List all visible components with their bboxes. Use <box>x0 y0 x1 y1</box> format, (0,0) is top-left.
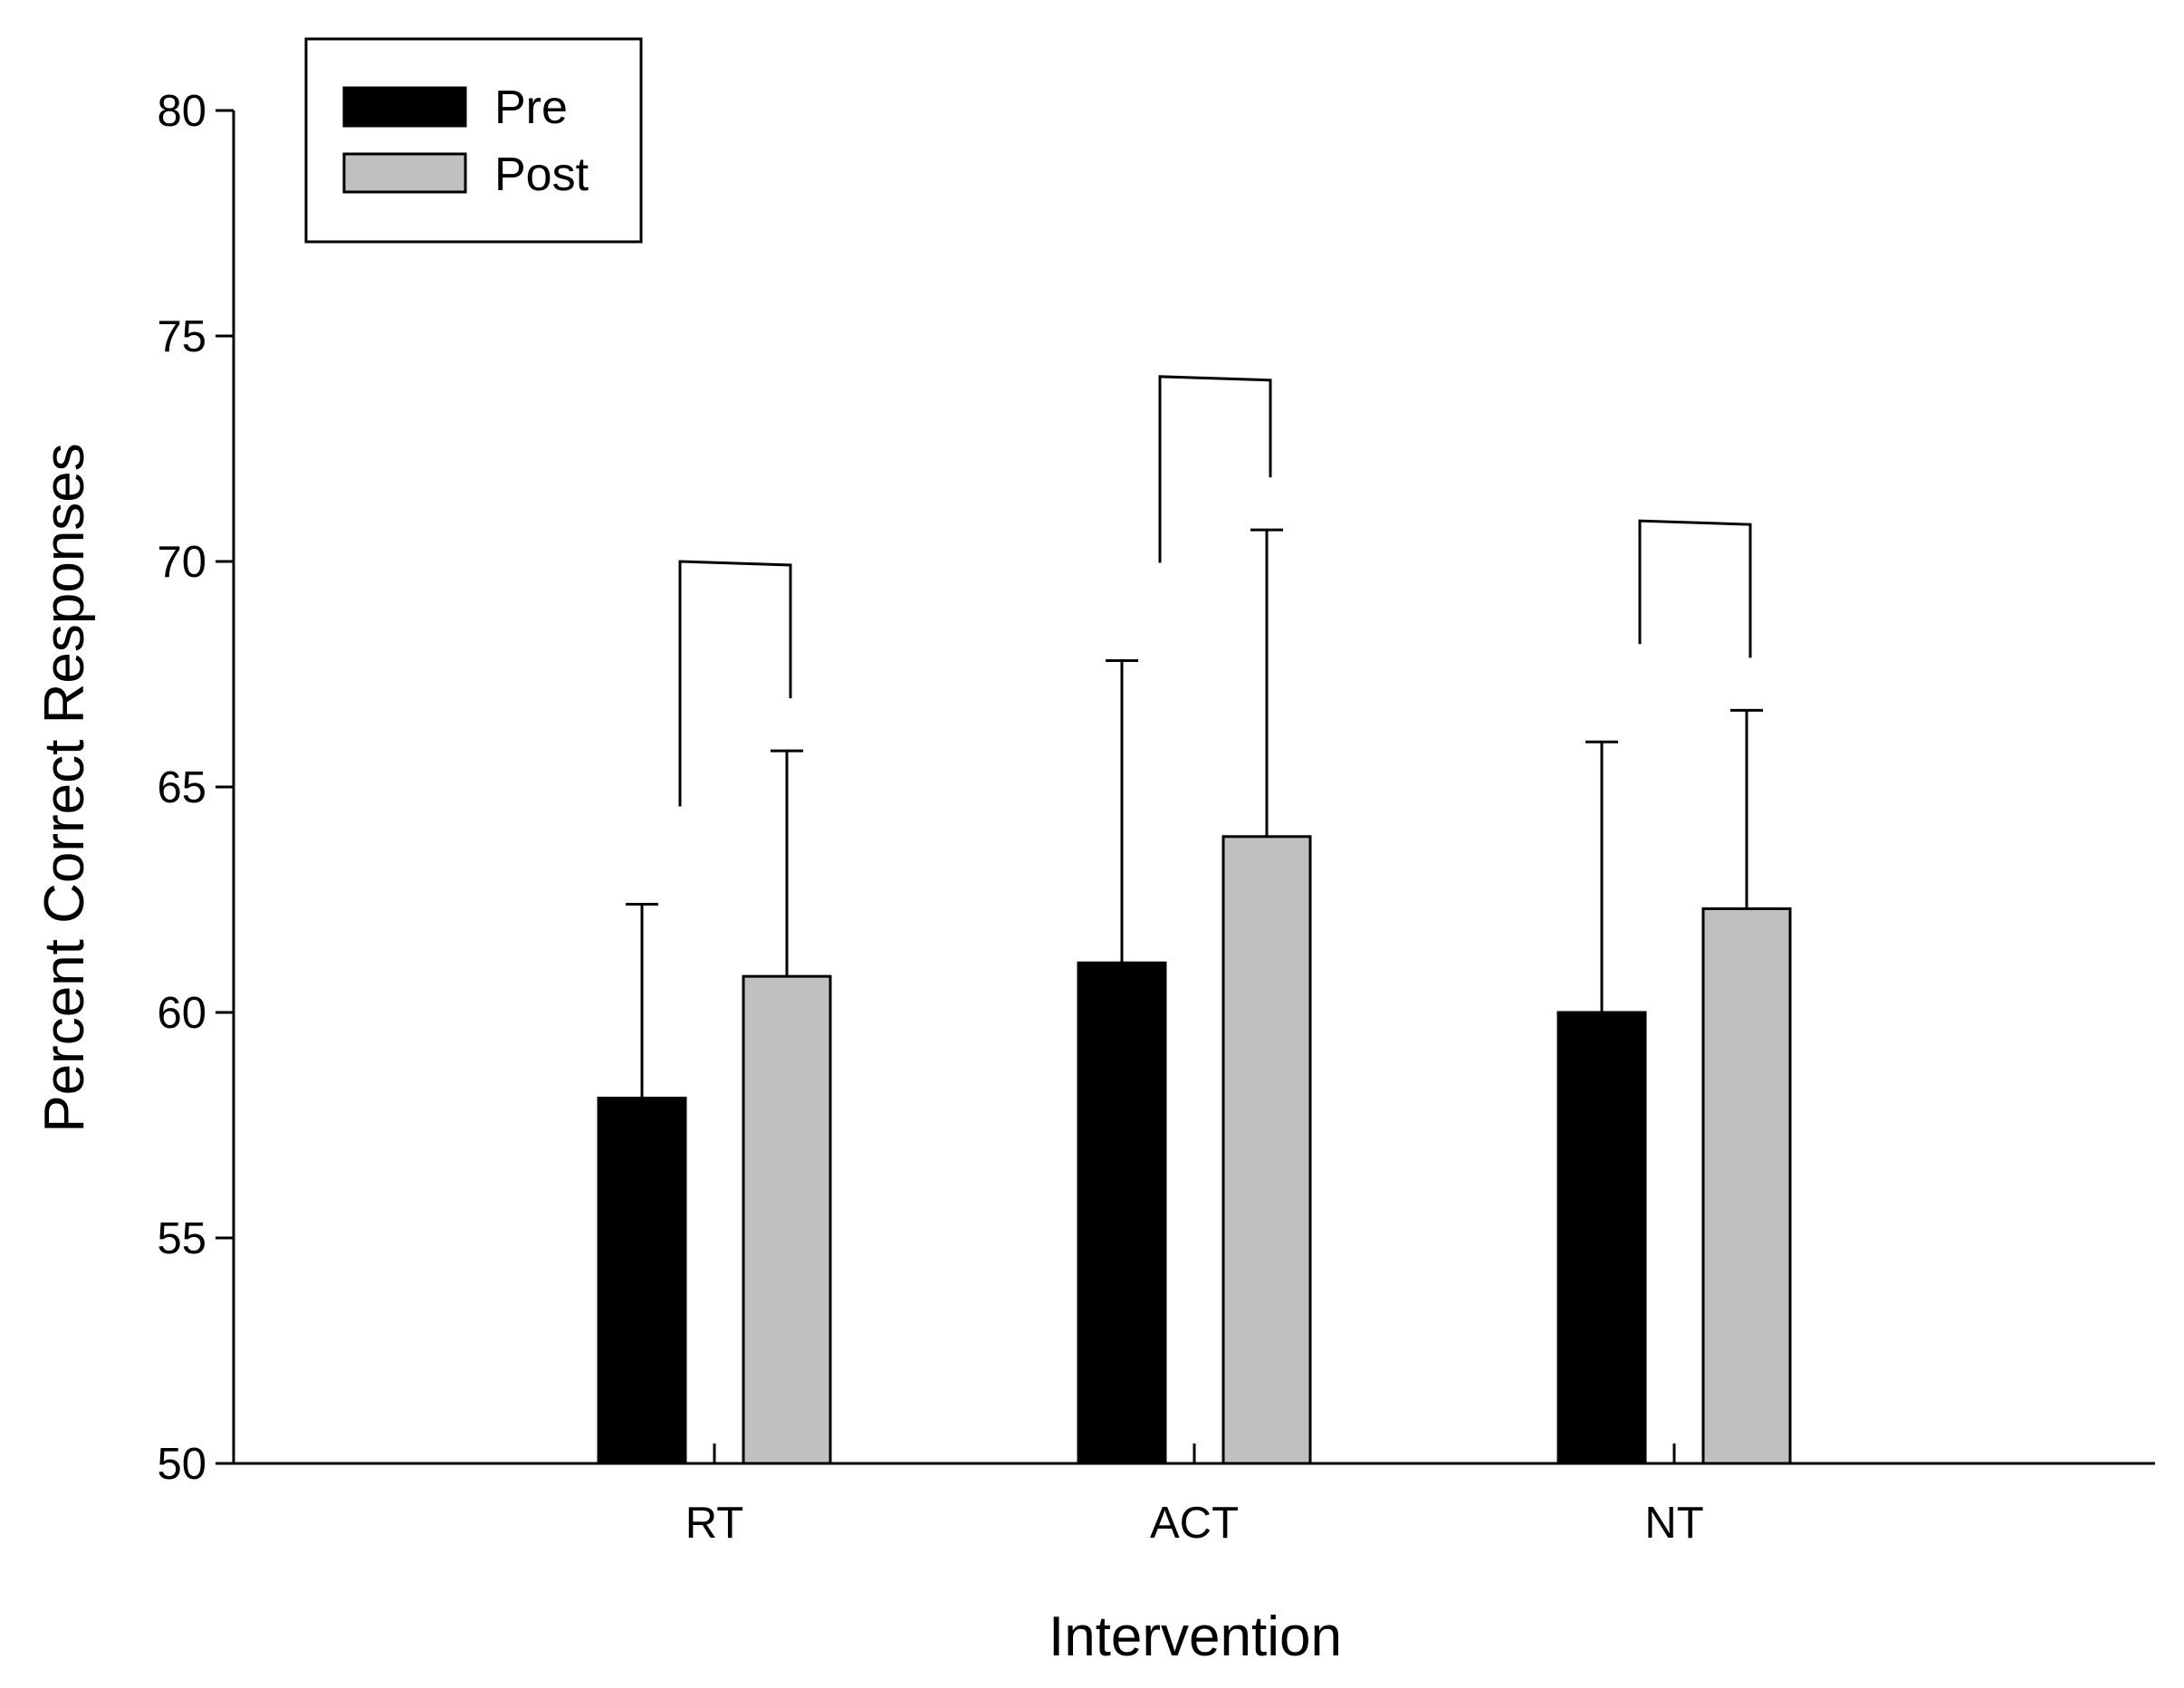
bar-post-act <box>1221 835 1312 1465</box>
x-ticks: RT ACT NT <box>685 1443 1704 1548</box>
significance-bracket-act <box>1158 375 1272 563</box>
legend-swatch-pre <box>342 86 467 128</box>
significance-bracket-rt <box>678 560 792 807</box>
bar-post-nt <box>1701 906 1792 1465</box>
y-tick-label: 50 <box>157 1440 206 1489</box>
axes <box>232 110 2155 1465</box>
legend-box <box>304 37 643 244</box>
significance-bracket-nt <box>1638 519 1752 658</box>
x-tick-label-rt: RT <box>685 1499 743 1548</box>
y-axis-title: Percent Correct Responses <box>34 443 96 1133</box>
plot-area <box>597 375 1792 1465</box>
x-axis-title: Intervention <box>1049 1606 1342 1668</box>
x-tick-label-act: ACT <box>1150 1499 1239 1548</box>
y-tick-label: 60 <box>157 989 206 1038</box>
y-tick-label: 80 <box>157 87 206 136</box>
legend: Pre Post <box>304 37 643 244</box>
y-tick-label: 70 <box>157 538 206 587</box>
bar-post-rt <box>742 974 832 1465</box>
y-tick-label: 65 <box>157 763 206 812</box>
y-tick-label: 75 <box>157 312 206 361</box>
x-tick-label-nt: NT <box>1644 1499 1703 1548</box>
legend-swatch-post <box>342 152 467 194</box>
bar-pre-nt <box>1557 1011 1647 1465</box>
bar-pre-rt <box>597 1097 687 1465</box>
legend-label-pre: Pre <box>494 82 568 134</box>
legend-label-post: Post <box>494 149 589 201</box>
bar-pre-act <box>1077 961 1167 1465</box>
y-ticks: 50 55 60 65 70 75 80 <box>157 87 234 1489</box>
y-tick-label: 55 <box>157 1214 206 1263</box>
